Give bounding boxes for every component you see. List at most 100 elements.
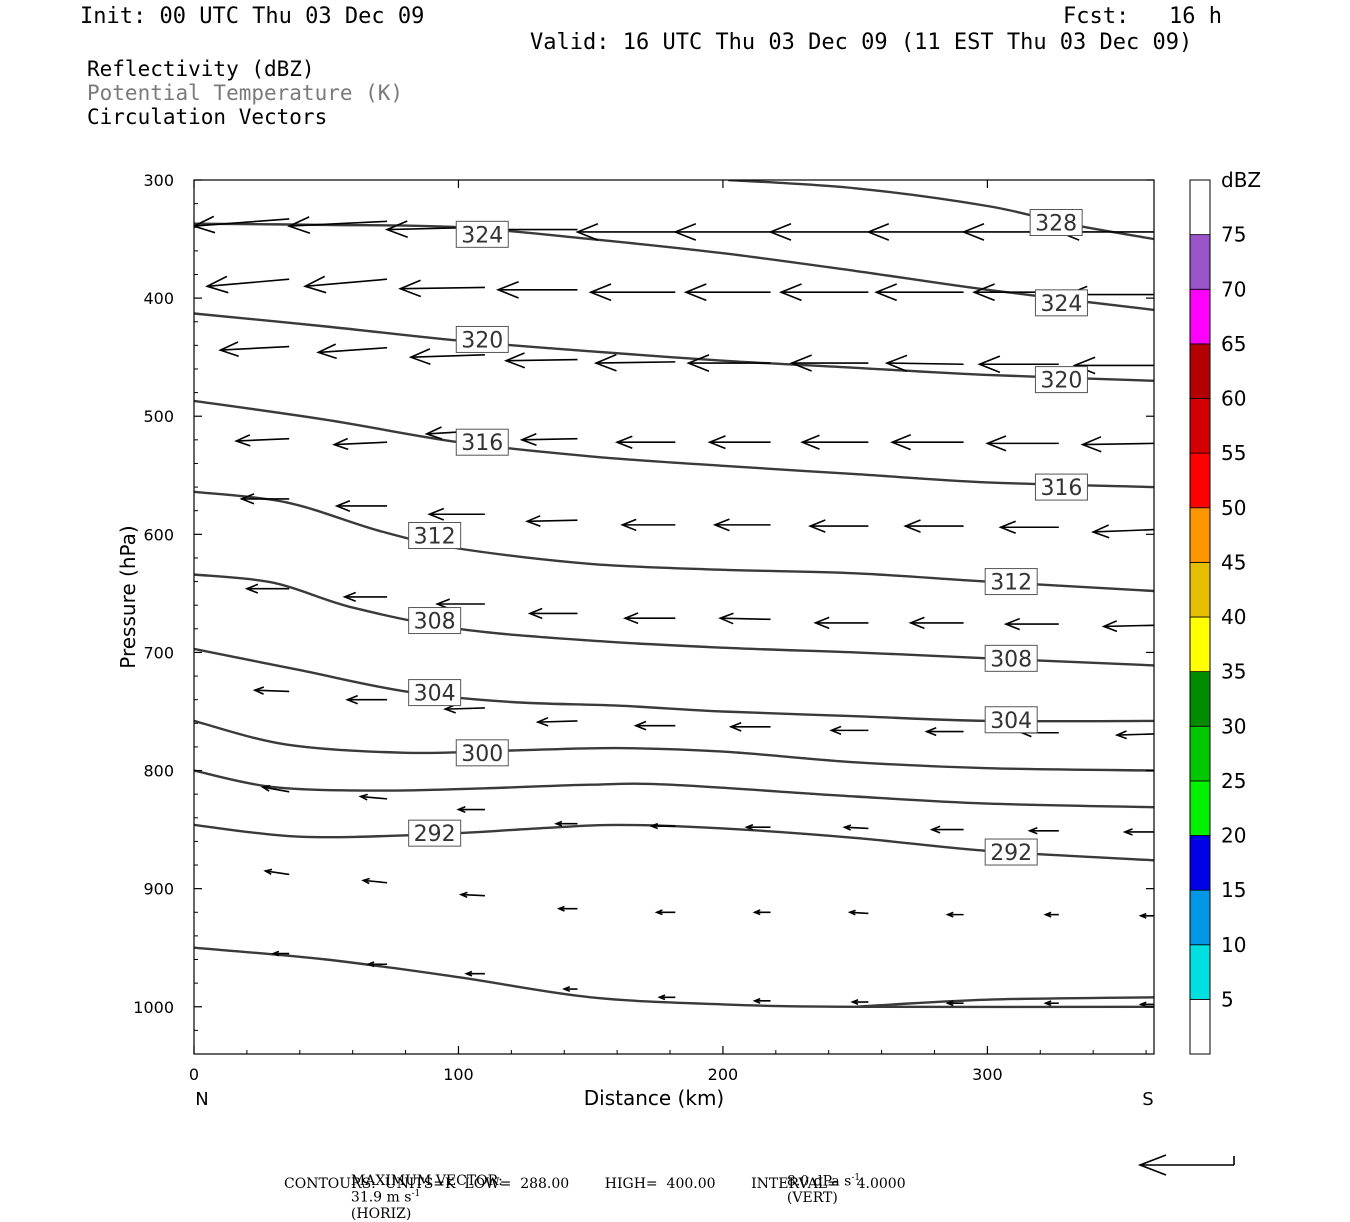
colorbar-frame (1189, 179, 1211, 1055)
vector-arrow (234, 434, 290, 447)
vector-shaft (886, 362, 964, 366)
vector-head (924, 726, 937, 737)
vector-head (345, 694, 358, 705)
vector-head (686, 354, 710, 372)
vector-arrow (657, 994, 676, 1001)
colorbar-tick-label: 30 (1221, 714, 1246, 738)
vector-shaft (334, 441, 388, 446)
vector-head (302, 275, 327, 294)
vector-arrow (1072, 356, 1154, 375)
theta-contour-unlabeled (855, 996, 1154, 1008)
vector-head (929, 825, 941, 834)
vector-shaft (254, 689, 290, 693)
vector-head (1091, 524, 1110, 539)
horiz-value: 31.9 m s (350, 1189, 412, 1206)
vector-arrow (464, 970, 485, 977)
contour-label-box (984, 568, 1038, 596)
vector-head (194, 215, 216, 234)
vector-head (874, 283, 897, 302)
y-axis-label: Pressure (hPa) (116, 525, 140, 668)
vector-head (527, 607, 543, 620)
vector-arrow (985, 435, 1059, 452)
vector-head (205, 275, 229, 294)
contour-label-text: 312 (414, 525, 456, 550)
vector-arrow (342, 591, 388, 603)
vector-arrow (593, 353, 676, 372)
vector-arrow (929, 825, 964, 834)
vector-arrow (712, 518, 771, 532)
vector-head (718, 612, 734, 625)
vector-head (972, 283, 995, 302)
x-tick-label: 200 (708, 1065, 739, 1084)
vector-head (752, 997, 761, 1004)
contour-label-text: 292 (414, 822, 456, 847)
vector-arrow (752, 997, 771, 1004)
x-end-label-north: N (195, 1089, 208, 1110)
contour-label-box (408, 607, 462, 635)
vector-arrow (633, 720, 676, 731)
vector-head (633, 720, 647, 731)
y-tick-label: 1000 (133, 998, 174, 1017)
vector-shaft (289, 220, 388, 227)
vector-head (649, 822, 658, 830)
vector-arrow (768, 223, 869, 241)
legend-reflectivity: Reflectivity (dBZ) (87, 57, 315, 81)
vector-arrow (252, 686, 290, 695)
vector-arrow (718, 612, 771, 625)
vector-arrow (443, 703, 485, 714)
contour-label-text: 308 (990, 647, 1032, 672)
contour-label-box (408, 679, 462, 707)
vector-head (239, 493, 255, 505)
vector-head (890, 434, 911, 451)
vector-head (752, 909, 761, 916)
axes: 300 400 500 600 700 800 900 1000 0 100 200 300 N S Dis… (116, 171, 1154, 1110)
vector-head (657, 994, 666, 1001)
contour-label-text: 304 (414, 682, 456, 707)
colorbar-tick-label: 20 (1221, 824, 1246, 848)
vector-head (778, 283, 802, 302)
vector-shaft (445, 707, 485, 710)
colorbar-title: dBZ (1221, 168, 1261, 192)
contour-label-box (455, 325, 509, 353)
vector-arrow (1080, 436, 1154, 453)
contour-label: 304 (408, 679, 462, 707)
vector-head (427, 507, 445, 521)
vector-shaft (363, 879, 388, 884)
vector-arrow (366, 961, 388, 968)
theta-contour-300 (194, 719, 1154, 772)
vector-shaft (318, 346, 388, 354)
vector-shaft (220, 345, 290, 351)
contour-label: 328 (1029, 209, 1083, 237)
colorbar-tick-label: 75 (1221, 223, 1246, 247)
y-tick-label: 900 (143, 880, 174, 899)
vector-head (398, 279, 422, 298)
y-tick-label: 400 (143, 289, 174, 308)
vector-head (1101, 620, 1118, 633)
vector-shaft (410, 354, 485, 358)
vector-arrow (874, 283, 964, 302)
vector-arrow (1138, 912, 1154, 919)
vector-head (252, 686, 265, 695)
vector-head (556, 905, 565, 912)
vector-arrow (752, 909, 771, 916)
reference-vector-arrow (1137, 1154, 1235, 1176)
vector-arrow (527, 607, 578, 620)
vert-value: 8.0 dPa s (786, 1173, 852, 1190)
colorbar-band (1189, 398, 1211, 454)
colorbar-band (1189, 288, 1211, 345)
vector-head (683, 283, 707, 302)
contour-label-box (1034, 473, 1088, 501)
vector-head (562, 986, 571, 993)
vector-arrow (649, 822, 676, 830)
vector-arrow (287, 216, 388, 234)
contour-label-box (455, 220, 509, 248)
vector-head (334, 500, 351, 512)
vector-arrow (588, 283, 676, 302)
plot-frame (193, 179, 1155, 1055)
vector-arrow (1043, 911, 1059, 918)
vector-arrow (890, 434, 964, 451)
theta-contour-308 (194, 573, 1154, 667)
vector-arrow (519, 433, 578, 447)
vector-head (519, 433, 537, 447)
vector-arrow (556, 905, 578, 912)
